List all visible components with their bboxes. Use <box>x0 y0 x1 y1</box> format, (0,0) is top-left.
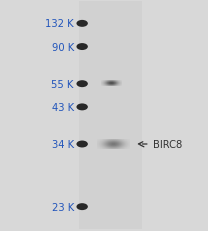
Text: BIRC8: BIRC8 <box>153 139 182 149</box>
Text: 43 K: 43 K <box>52 102 74 112</box>
Ellipse shape <box>77 21 88 28</box>
Text: 132 K: 132 K <box>45 19 74 29</box>
Text: 34 K: 34 K <box>52 139 74 149</box>
Ellipse shape <box>77 44 88 51</box>
Text: 90 K: 90 K <box>52 42 74 52</box>
Ellipse shape <box>77 141 88 148</box>
Ellipse shape <box>77 81 88 88</box>
Text: 55 K: 55 K <box>51 79 74 89</box>
Text: 23 K: 23 K <box>52 202 74 212</box>
Ellipse shape <box>77 203 88 210</box>
Ellipse shape <box>77 104 88 111</box>
